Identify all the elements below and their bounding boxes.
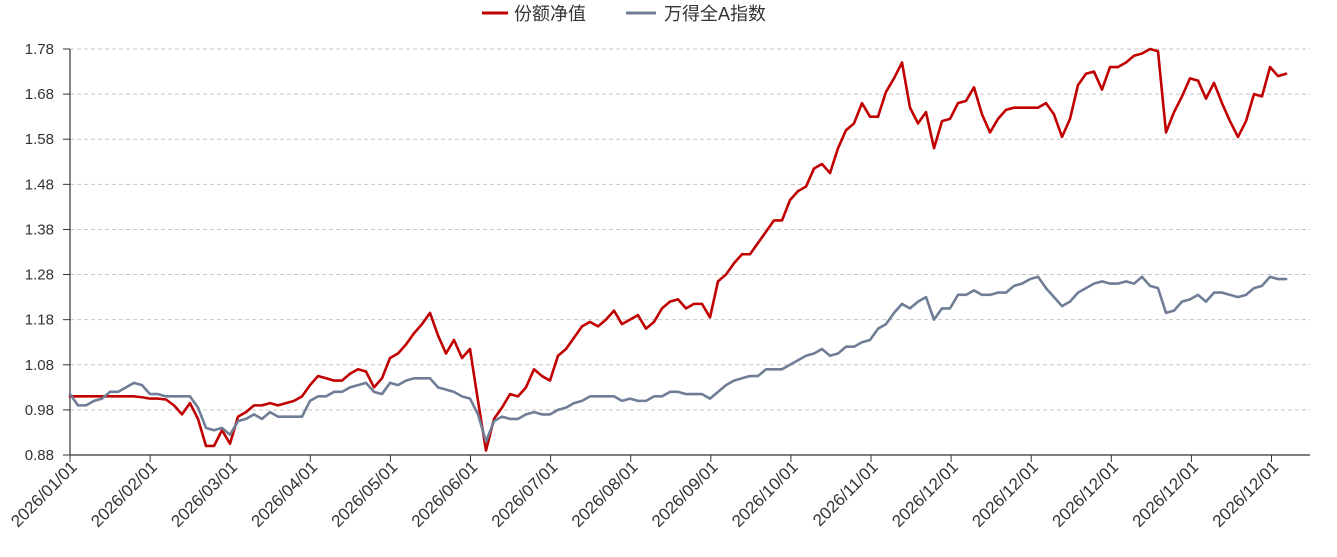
legend-item-fund-nav: 份额净值 — [482, 4, 586, 24]
y-tick-label: 1.48 — [25, 176, 54, 193]
y-tick-label: 1.18 — [25, 312, 54, 329]
legend-label-wind-all-a-index: 万得全A指数 — [664, 4, 766, 24]
y-tick-label: 1.28 — [25, 267, 54, 284]
legend: 份额净值 万得全A指数 — [482, 4, 766, 24]
y-tick-label: 1.78 — [25, 41, 54, 58]
y-axis-labels: 0.88 0.98 1.08 1.18 1.28 1.38 1.48 1.58 1.68 1.78 — [25, 41, 70, 464]
fund-nav-line — [68, 47, 1288, 452]
axes — [69, 49, 1310, 456]
y-tick-label: 1.68 — [25, 86, 54, 103]
legend-item-wind-all-a-index: 万得全A指数 — [626, 4, 766, 24]
gridlines — [70, 48, 1310, 411]
y-tick-label: 1.08 — [25, 357, 54, 374]
y-tick-label: 1.58 — [25, 131, 54, 148]
y-tick-label: 0.98 — [25, 402, 54, 419]
wind-all-a-index-line — [68, 275, 1288, 443]
series-lines — [68, 47, 1288, 452]
y-tick-label: 0.88 — [25, 447, 54, 464]
legend-label-fund-nav: 份额净值 — [514, 4, 586, 24]
y-tick-label: 1.38 — [25, 221, 54, 238]
